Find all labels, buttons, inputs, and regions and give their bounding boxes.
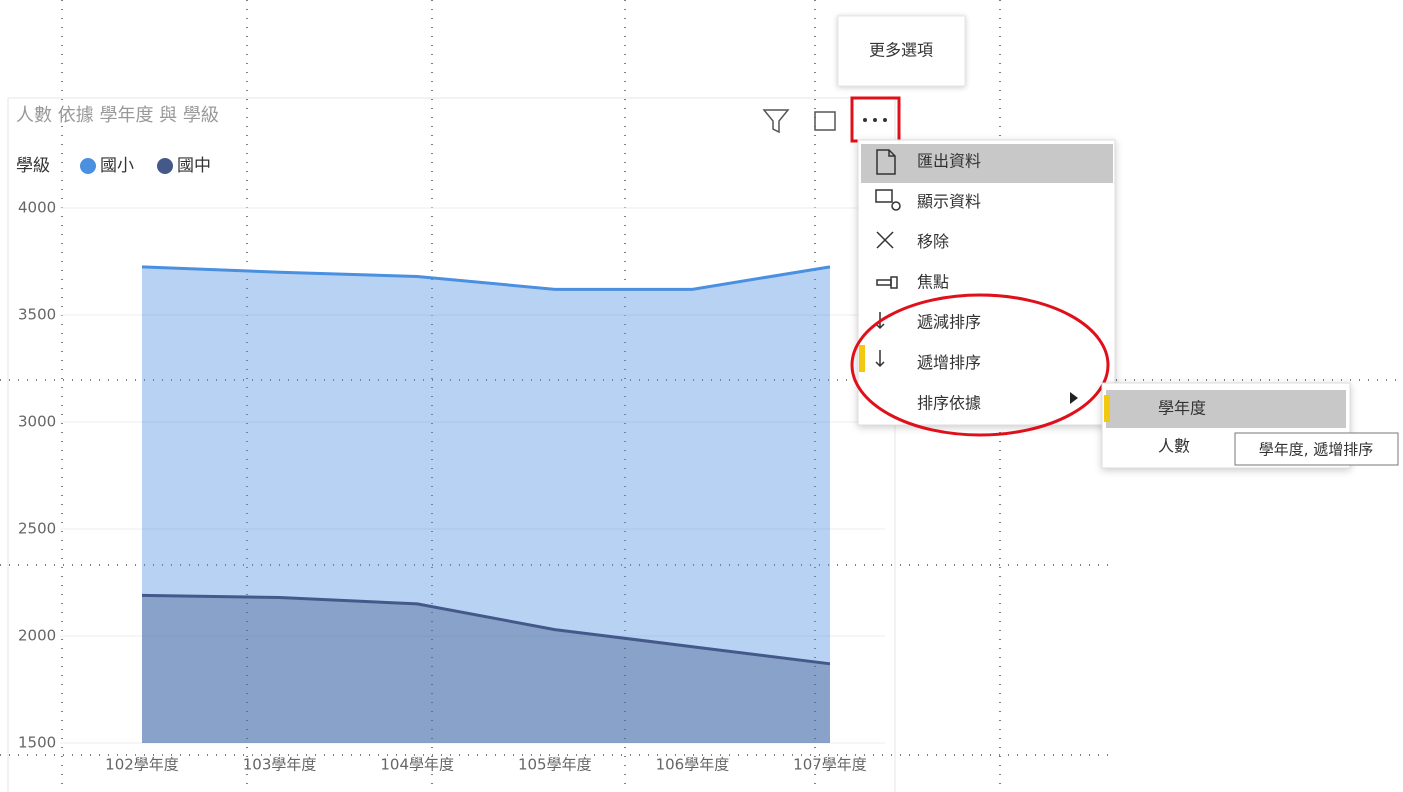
legend-swatch [157,158,173,174]
active-marker [859,345,865,372]
x-tick-label: 103學年度 [243,756,317,774]
y-tick-label: 3000 [18,413,56,431]
legend-title: 學級 [16,156,50,176]
legend-label: 國小 [100,156,134,176]
x-tick-label: 105學年度 [518,756,592,774]
ellipsis [863,118,887,122]
annotation-circle [850,293,1110,437]
plot: 1500 2000 2500 3000 3500 4000 102學年度 103學年度 104學… [18,199,885,774]
area-line [141,265,831,291]
menu-item[interactable]: 焦點 [917,272,949,291]
filter-icon[interactable] [762,109,790,134]
tooltip-text: 更多選項 [869,41,933,60]
context-menu [857,139,1116,426]
menu-item[interactable]: 排序依據 [917,393,981,412]
submenu-highlight [1106,390,1346,428]
y-tick-label: 2500 [18,520,56,538]
menu-item[interactable]: 移除 [917,232,949,251]
menu-item[interactable]: 遞減排序 [917,313,981,332]
submenu-arrow [1070,392,1078,404]
menu-item[interactable]: 遞增排序 [917,353,981,372]
area-fill [142,595,830,743]
legend-swatch [80,158,96,174]
hover-tooltip: 學年度, 遞增排序 [1259,441,1374,459]
menu-highlight [861,144,1113,183]
hover-tooltip-box [1234,432,1399,466]
x-tick-label: 104學年度 [380,756,454,774]
submenu-item[interactable]: 學年度 [1158,399,1206,418]
focus-icon[interactable] [814,111,836,131]
area-fill [142,266,830,743]
y-tick-label: 2000 [18,627,56,645]
active-marker [1104,395,1110,422]
chart-title: 人數 依據 學年度 與 學級 [16,105,219,126]
y-tick-label: 3500 [18,306,56,324]
area-line [141,593,831,666]
visual-frame [7,97,896,792]
x-tick-label: 102學年度 [105,756,179,774]
menu-item[interactable]: 顯示資料 [917,192,981,211]
legend-label: 國中 [177,156,211,176]
x-tick-label: 107學年度 [793,756,867,774]
y-tick-label: 1500 [18,734,56,752]
menu-icons [875,149,901,368]
menu-item[interactable]: 匯出資料 [917,152,981,171]
y-tick-label: 4000 [18,199,56,217]
tooltip-box [837,15,966,87]
x-tick-label: 106學年度 [656,756,730,774]
submenu-item[interactable]: 人數 [1158,437,1190,456]
